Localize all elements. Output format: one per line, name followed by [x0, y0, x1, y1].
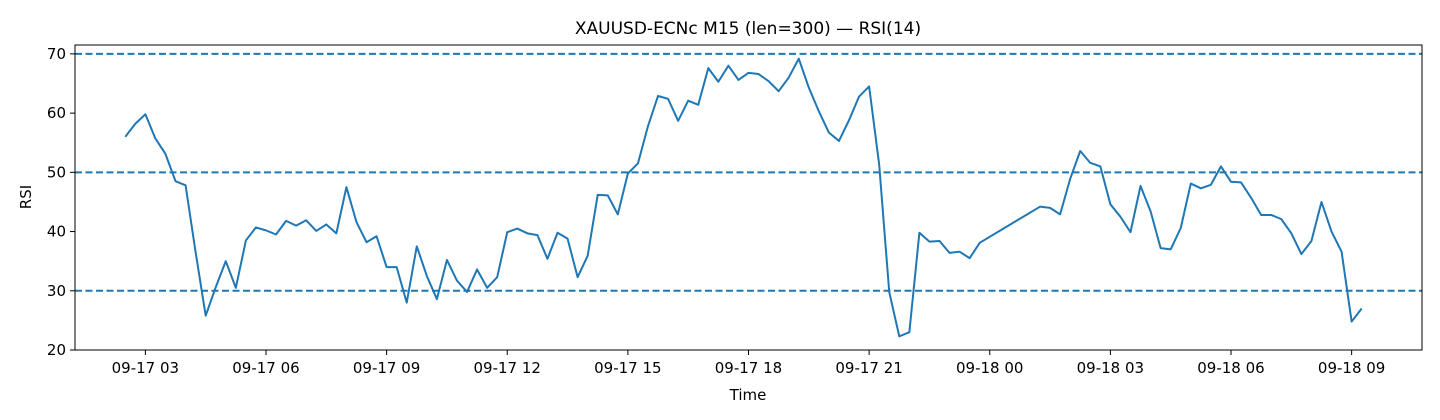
series-line-0: [124, 57, 1363, 338]
x-tick-label: 09-17 09: [353, 359, 420, 377]
y-tick-label: 60: [47, 104, 66, 122]
x-tick-label: 09-18 06: [1197, 359, 1264, 377]
y-tick-label: 50: [47, 163, 66, 181]
series-layer: [124, 57, 1363, 338]
x-tick-label: 09-18 00: [956, 359, 1023, 377]
x-tick-label: 09-18 03: [1077, 359, 1144, 377]
chart-title: XAUUSD-ECNc M15 (len=300) — RSI(14): [575, 19, 921, 39]
x-tick-label: 09-17 06: [232, 359, 299, 377]
x-tick-label: 09-17 21: [835, 359, 902, 377]
x-tick-label: 09-17 18: [715, 359, 782, 377]
y-axis-label: RSI: [17, 185, 35, 209]
y-tick-label: 30: [47, 282, 66, 300]
x-axis: 09-17 03 09-17 06 09-17 09 09-17 12 09-17 15…: [112, 350, 1385, 377]
y-tick-label: 70: [47, 45, 66, 63]
y-axis: 20 30 40 50 60 70: [47, 45, 75, 359]
x-tick-label: 09-17 12: [474, 359, 541, 377]
x-tick-label: 09-17 03: [112, 359, 179, 377]
reference-lines: [75, 52, 1422, 292]
y-tick-label: 20: [47, 341, 66, 359]
x-tick-label: 09-17 15: [594, 359, 661, 377]
x-tick-label: 09-18 09: [1318, 359, 1385, 377]
y-tick-label: 40: [47, 223, 66, 241]
x-axis-label: Time: [729, 386, 767, 404]
